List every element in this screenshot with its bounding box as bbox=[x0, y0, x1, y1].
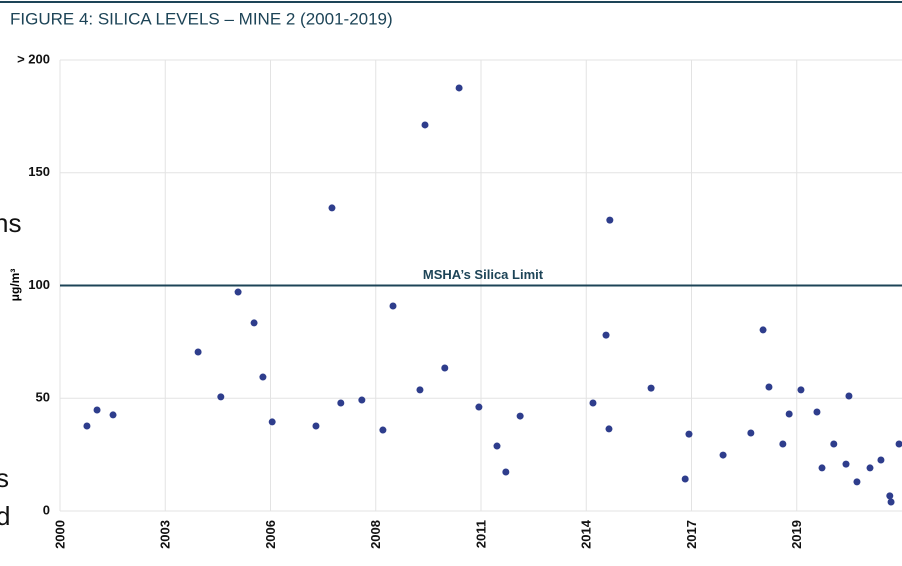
y-tick-label: 150 bbox=[28, 164, 50, 179]
x-tick-label: 2008 bbox=[368, 520, 383, 549]
data-point bbox=[606, 216, 614, 224]
data-point bbox=[493, 442, 501, 450]
y-tick-label: 0 bbox=[43, 502, 50, 517]
data-point bbox=[605, 425, 613, 433]
data-point bbox=[312, 422, 320, 430]
data-point bbox=[797, 386, 805, 394]
side-text: s bbox=[0, 463, 9, 493]
data-point bbox=[765, 383, 773, 391]
chart-title: FIGURE 4: SILICA LEVELS – MINE 2 (2001-2… bbox=[10, 9, 393, 28]
y-axis-label: μg/m³ bbox=[8, 269, 22, 302]
data-point bbox=[109, 411, 117, 419]
side-text: d bbox=[0, 501, 10, 531]
x-tick-label: 2000 bbox=[52, 520, 67, 549]
data-point bbox=[866, 464, 874, 472]
data-point bbox=[895, 440, 902, 448]
y-tick-label: 50 bbox=[36, 390, 50, 405]
data-point bbox=[842, 460, 850, 468]
y-tick-label: 100 bbox=[28, 277, 50, 292]
data-point bbox=[516, 412, 524, 420]
data-point bbox=[93, 406, 101, 414]
data-point bbox=[358, 396, 366, 404]
data-point bbox=[379, 426, 387, 434]
data-point bbox=[830, 440, 838, 448]
data-point bbox=[328, 204, 336, 212]
data-point bbox=[602, 331, 610, 339]
data-point bbox=[455, 84, 463, 92]
data-point bbox=[194, 348, 202, 356]
data-point bbox=[759, 326, 767, 334]
data-point bbox=[747, 429, 755, 437]
data-point bbox=[268, 418, 276, 426]
data-point bbox=[337, 399, 345, 407]
x-tick-label: 2003 bbox=[158, 520, 173, 549]
data-point bbox=[259, 373, 267, 381]
data-point bbox=[853, 478, 861, 486]
data-point bbox=[877, 456, 885, 464]
x-tick-label: 2019 bbox=[789, 520, 804, 549]
data-point bbox=[234, 288, 242, 296]
limit-label: MSHA’s Silica Limit bbox=[423, 267, 544, 282]
data-point bbox=[845, 392, 853, 400]
data-point bbox=[719, 451, 727, 459]
data-point bbox=[589, 399, 597, 407]
data-point bbox=[685, 430, 693, 438]
data-point bbox=[416, 386, 424, 394]
data-point bbox=[818, 464, 826, 472]
data-point bbox=[681, 475, 689, 483]
data-point bbox=[250, 319, 258, 327]
x-tick-label: 2017 bbox=[684, 520, 699, 549]
data-point bbox=[502, 468, 510, 476]
x-tick-label: 2014 bbox=[579, 519, 594, 549]
data-point bbox=[887, 498, 895, 506]
data-point bbox=[83, 422, 91, 430]
data-point bbox=[785, 410, 793, 418]
y-tick-label: > 200 bbox=[17, 51, 50, 66]
data-point bbox=[475, 403, 483, 411]
data-point bbox=[421, 121, 429, 129]
x-tick-label: 2006 bbox=[263, 520, 278, 549]
data-point bbox=[217, 393, 225, 401]
x-tick-label: 2011 bbox=[473, 520, 488, 548]
data-point bbox=[813, 408, 821, 416]
data-point bbox=[389, 302, 397, 310]
data-point bbox=[441, 364, 449, 372]
data-point bbox=[647, 384, 655, 392]
side-text: ns bbox=[0, 208, 21, 238]
data-point bbox=[779, 440, 787, 448]
data-point bbox=[886, 492, 894, 500]
